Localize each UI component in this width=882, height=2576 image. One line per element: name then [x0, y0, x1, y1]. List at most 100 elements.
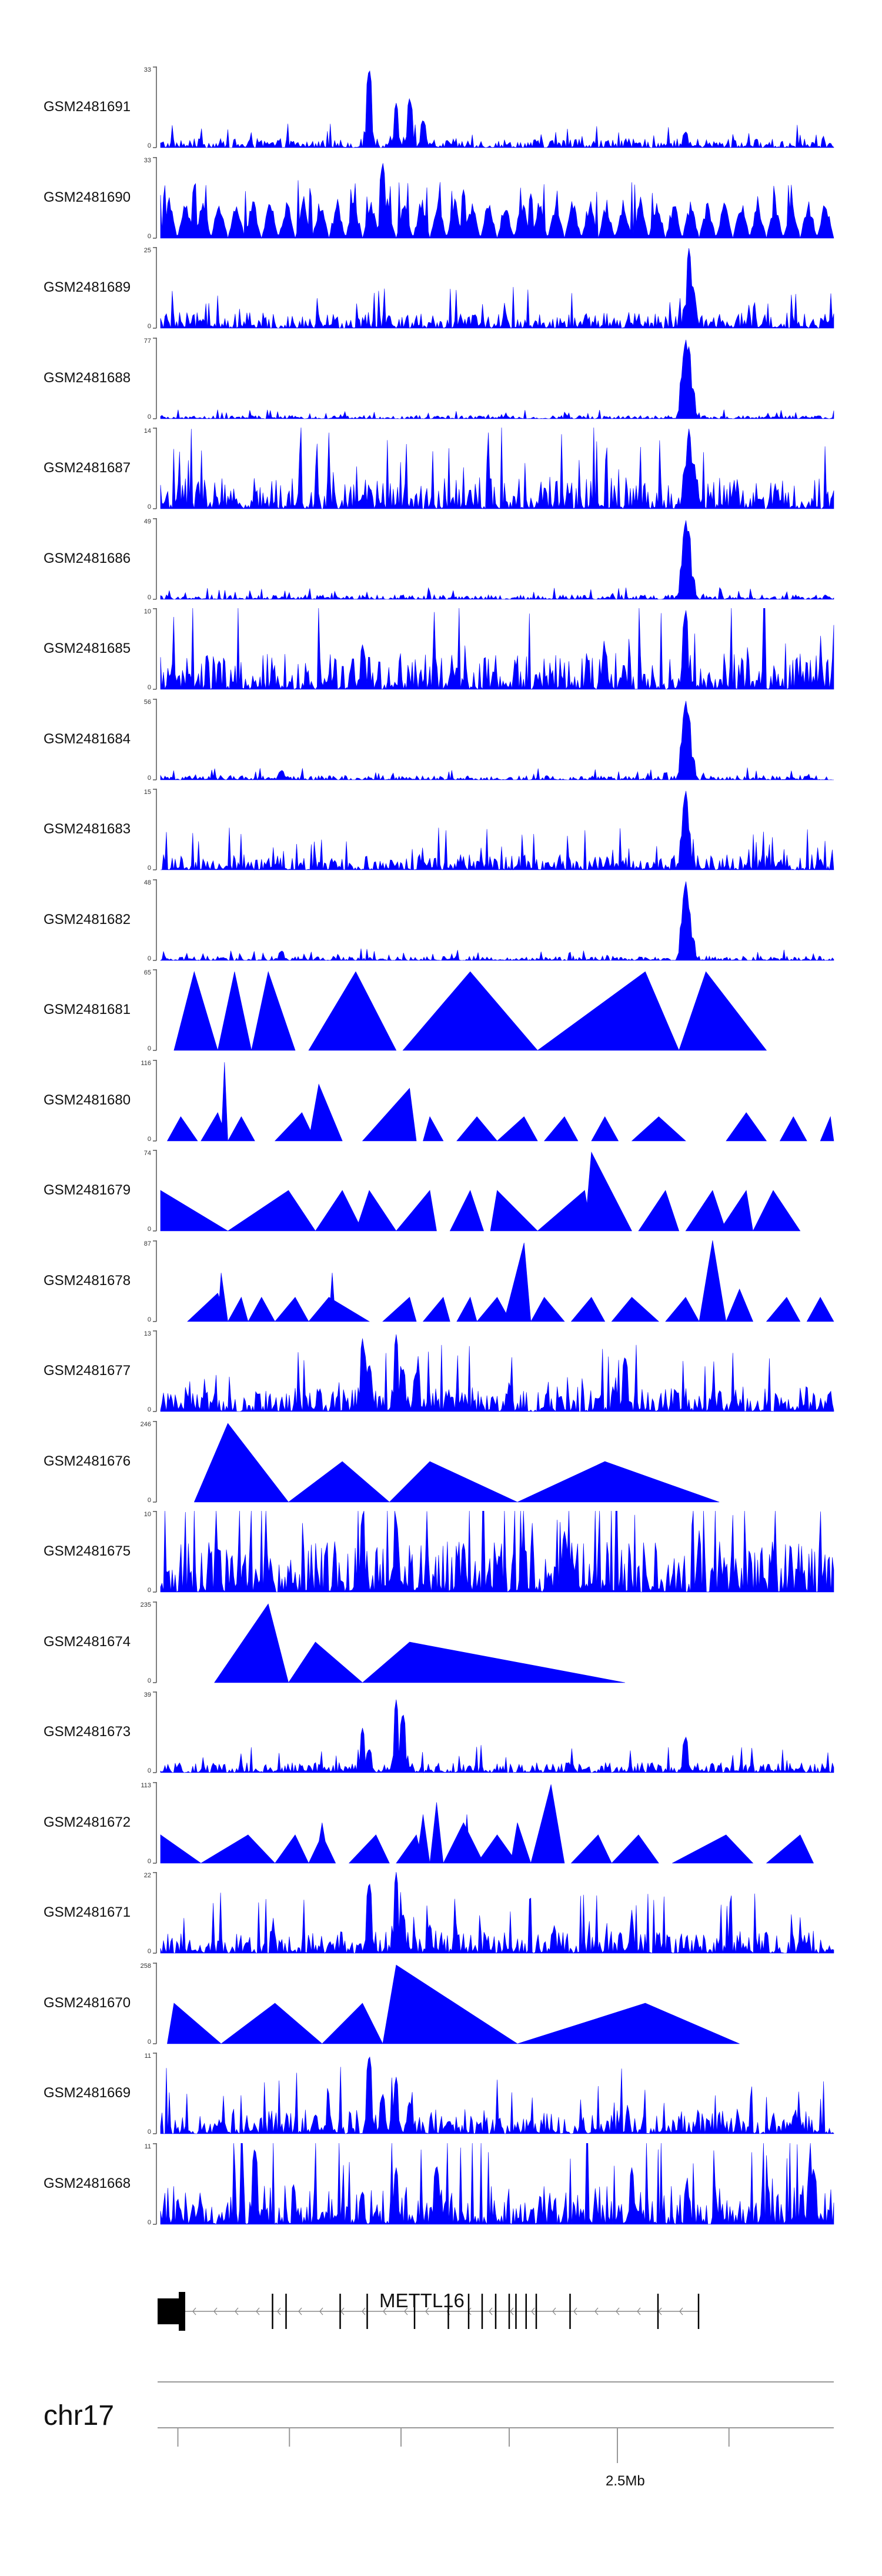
track-label: GSM2481690: [44, 189, 131, 205]
track-label: GSM2481682: [44, 912, 131, 927]
track-label: GSM2481686: [44, 550, 131, 566]
strand-chevron-icon: [637, 2307, 641, 2315]
coverage-area: [160, 608, 834, 690]
coverage-area: [160, 339, 834, 419]
chromosome-label: chr17: [44, 2400, 115, 2431]
coordinate-ruler: [158, 2381, 834, 2463]
track-GSM2481689: GSM2481689 25 0: [0, 247, 882, 334]
track-plot: 77 0: [144, 338, 834, 421]
track-plot: 87 0: [144, 1240, 834, 1323]
track-GSM2481691: GSM2481691 33 0: [0, 66, 882, 154]
strand-chevron-icon: [235, 2307, 239, 2315]
track-plot: 15 0: [144, 789, 834, 872]
y-min-label: 0: [148, 2219, 151, 2226]
track-plot: 22 0: [144, 1872, 834, 1955]
strand-chevron-icon: [213, 2307, 218, 2315]
coverage-area: [160, 700, 834, 780]
y-min-label: 0: [148, 594, 151, 601]
y-max-label: 33: [144, 157, 151, 164]
strand-chevron-icon: [679, 2307, 683, 2315]
y-max-label: 235: [141, 1601, 151, 1609]
coverage-area: [160, 1872, 834, 1954]
track-plot: 10 0: [144, 1511, 834, 1594]
coverage-area: [167, 1964, 740, 2044]
y-max-label: 11: [145, 2053, 151, 2060]
strand-chevron-icon: [510, 2307, 514, 2315]
track-plot: 258 0: [141, 1963, 740, 2046]
y-min-label: 0: [148, 1858, 151, 1865]
track-plot: 33 0: [144, 157, 834, 240]
strand-chevron-icon: [298, 2307, 302, 2315]
y-min-label: 0: [148, 1677, 151, 1684]
y-min-label: 0: [148, 955, 151, 962]
coverage-area: [160, 163, 834, 239]
track-GSM2481687: GSM2481687 14 0: [0, 428, 882, 515]
y-max-label: 246: [141, 1421, 151, 1428]
track-plot: 11 0: [145, 2143, 834, 2226]
y-max-label: 116: [141, 1060, 151, 1067]
gene-utr-block: [158, 2298, 181, 2324]
track-plot: 74 0: [144, 1150, 801, 1233]
track-GSM2481677: GSM2481677 13 0: [0, 1330, 882, 1417]
y-max-label: 14: [144, 428, 151, 435]
track-label: GSM2481679: [44, 1182, 131, 1198]
track-GSM2481683: GSM2481683 15 0: [0, 789, 882, 876]
track-GSM2481671: GSM2481671 22 0: [0, 1872, 882, 1959]
y-max-label: 87: [144, 1240, 151, 1247]
strand-chevron-icon: [192, 2307, 196, 2315]
y-min-label: 0: [148, 775, 151, 782]
y-min-label: 0: [148, 1497, 151, 1504]
coverage-area: [160, 881, 834, 961]
gene-model: [158, 2292, 700, 2331]
track-label: GSM2481674: [44, 1634, 131, 1650]
y-min-label: 0: [148, 1406, 151, 1413]
track-GSM2481680: GSM2481680 116 0: [0, 1060, 882, 1147]
y-min-label: 0: [148, 413, 151, 421]
coverage-area: [173, 970, 767, 1051]
y-min-label: 0: [148, 1226, 151, 1233]
y-min-label: 0: [148, 323, 151, 330]
ruler-tick-label: 2.5Mb: [606, 2473, 645, 2489]
gene-exon: [179, 2292, 185, 2331]
track-label: GSM2481685: [44, 640, 131, 656]
y-min-label: 0: [148, 1045, 151, 1052]
track-GSM2481668: GSM2481668 11 0: [0, 2143, 882, 2230]
track-label: GSM2481675: [44, 1543, 131, 1559]
track-GSM2481674: GSM2481674 235 0: [0, 1601, 882, 1689]
y-max-label: 113: [141, 1782, 151, 1789]
track-label: GSM2481668: [44, 2175, 131, 2191]
gene-name-label: METTL16: [379, 2290, 465, 2311]
track-label: GSM2481669: [44, 2085, 131, 2101]
y-max-label: 65: [144, 969, 151, 976]
track-GSM2481676: GSM2481676 246 0: [0, 1421, 882, 1508]
track-plot: 235 0: [141, 1601, 626, 1684]
strand-chevron-icon: [404, 2307, 408, 2315]
coverage-area: [166, 1062, 834, 1142]
y-max-label: 48: [144, 879, 151, 886]
coverage-area: [160, 428, 834, 509]
track-label: GSM2481670: [44, 1995, 131, 2011]
track-GSM2481672: GSM2481672 113 0: [0, 1782, 882, 1869]
track-label: GSM2481687: [44, 460, 131, 476]
track-GSM2481678: GSM2481678 87 0: [0, 1240, 882, 1327]
track-label: GSM2481683: [44, 821, 131, 837]
track-plot: 65 0: [144, 969, 767, 1052]
track-GSM2481679: GSM2481679 74 0: [0, 1150, 882, 1237]
y-min-label: 0: [148, 1948, 151, 1955]
strand-chevron-icon: [277, 2307, 281, 2315]
coverage-area: [160, 2143, 834, 2225]
track-plot: 13 0: [144, 1330, 834, 1413]
track-label: GSM2481672: [44, 1814, 131, 1830]
y-min-label: 0: [148, 233, 151, 240]
track-plot: 33 0: [144, 66, 834, 149]
track-label: GSM2481671: [44, 1904, 131, 1920]
track-GSM2481669: GSM2481669 11 0: [0, 2053, 882, 2140]
y-max-label: 39: [144, 1691, 151, 1699]
coverage-area: [160, 1784, 814, 1864]
track-GSM2481673: GSM2481673 39 0: [0, 1691, 882, 1778]
y-min-label: 0: [148, 2038, 151, 2046]
strand-chevron-icon: [362, 2307, 366, 2315]
track-GSM2481675: GSM2481675 10 0: [0, 1511, 882, 1598]
strand-chevron-icon: [531, 2307, 535, 2315]
